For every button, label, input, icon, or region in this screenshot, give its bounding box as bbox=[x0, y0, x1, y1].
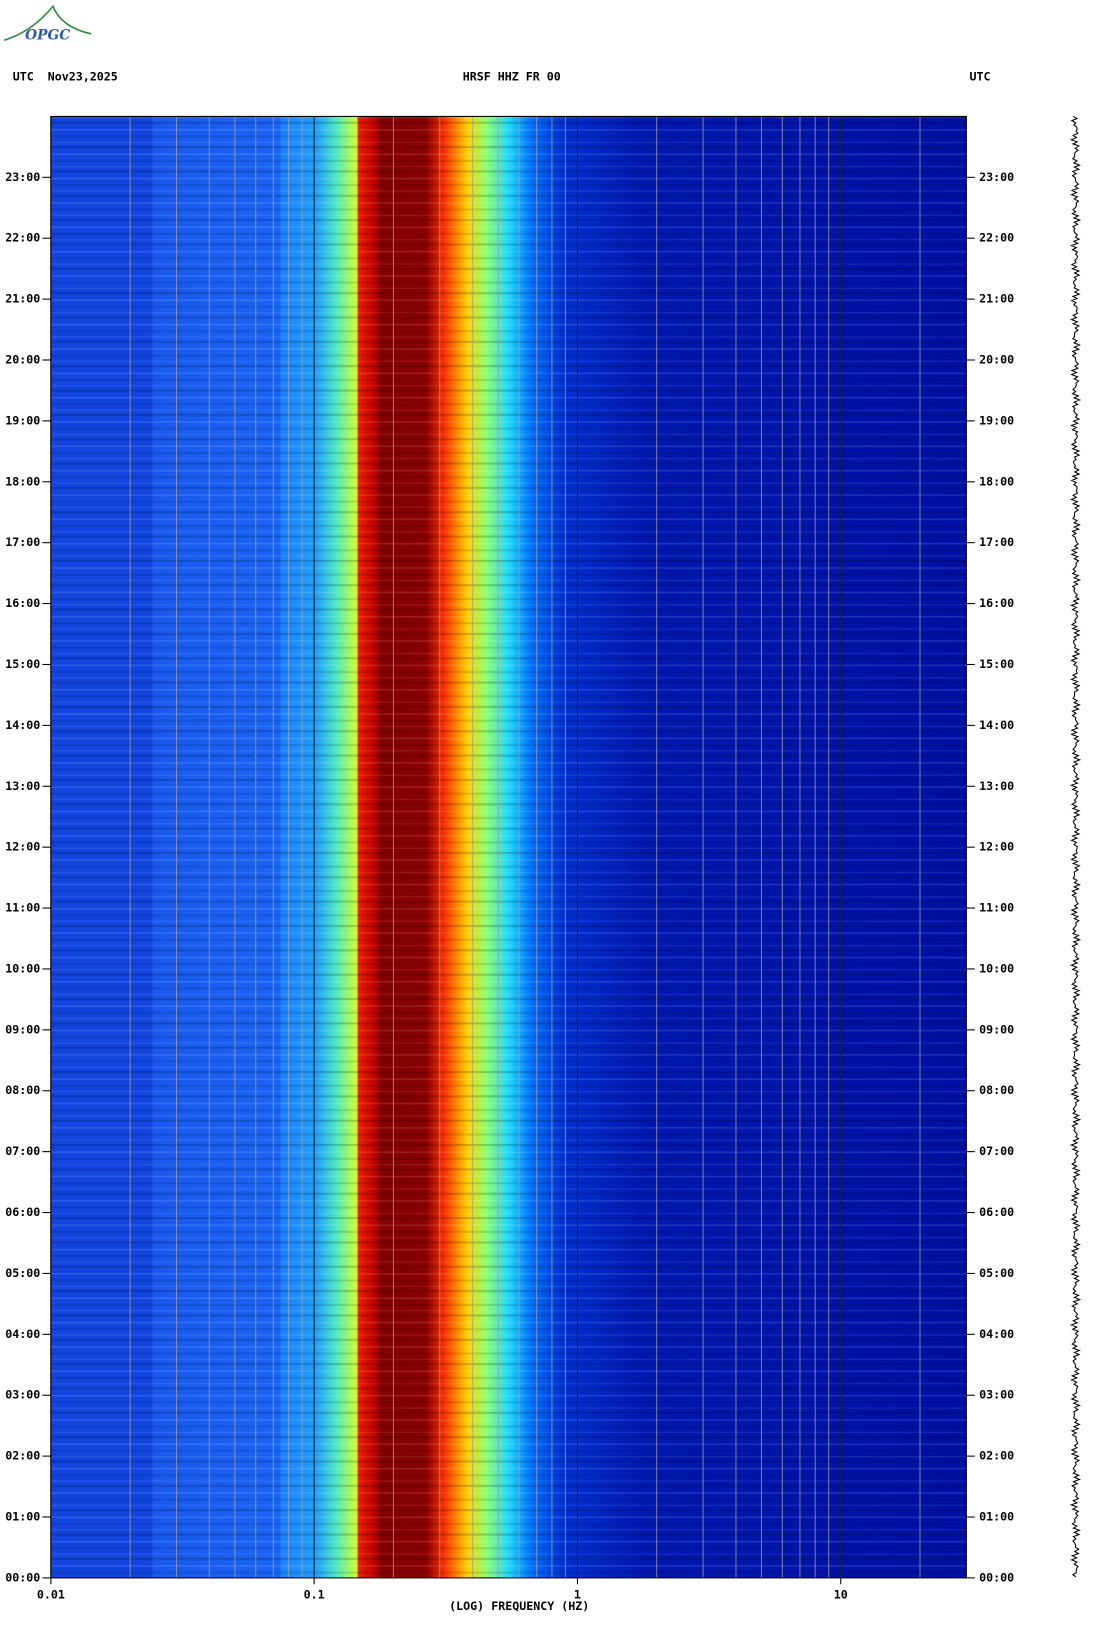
y-tick-label: 09:00 bbox=[5, 1022, 40, 1036]
x-tick-label: 0.01 bbox=[37, 1587, 65, 1601]
y-tick-label: 19:00 bbox=[5, 413, 40, 427]
y-tick-label-right: 03:00 bbox=[979, 1388, 1014, 1402]
y-tick-label-right: 12:00 bbox=[979, 840, 1014, 854]
y-tick-label-right: 22:00 bbox=[979, 231, 1014, 245]
x-axis-label: (LOG) FREQUENCY (HZ) bbox=[449, 1599, 589, 1613]
y-tick-label-right: 02:00 bbox=[979, 1449, 1014, 1463]
header-left: UTC Nov23,2025 bbox=[13, 70, 118, 84]
y-tick-label: 16:00 bbox=[5, 596, 40, 610]
y-tick-label: 05:00 bbox=[5, 1266, 40, 1280]
y-tick-label: 13:00 bbox=[5, 779, 40, 793]
seismogram-trace bbox=[1069, 115, 1082, 1578]
y-tick-label: 18:00 bbox=[5, 474, 40, 488]
y-tick-label: 04:00 bbox=[5, 1327, 40, 1341]
y-tick-label: 20:00 bbox=[5, 352, 40, 366]
y-tick-label-right: 23:00 bbox=[979, 170, 1014, 184]
x-tick-label: 0.1 bbox=[304, 1587, 325, 1601]
y-tick-label-right: 09:00 bbox=[979, 1022, 1014, 1036]
y-tick-label: 14:00 bbox=[5, 718, 40, 732]
y-tick-label-right: 05:00 bbox=[979, 1266, 1014, 1280]
y-tick-label-right: 20:00 bbox=[979, 352, 1014, 366]
logo-text: OPGC bbox=[25, 27, 70, 43]
chart-title: HRSF HHZ FR 00 bbox=[463, 70, 561, 84]
y-tick-label-right: 08:00 bbox=[979, 1083, 1014, 1097]
y-tick-label-right: 19:00 bbox=[979, 413, 1014, 427]
y-tick-label: 22:00 bbox=[5, 231, 40, 245]
y-tick-label: 21:00 bbox=[5, 292, 40, 306]
y-tick-label-right: 10:00 bbox=[979, 961, 1014, 975]
y-tick-label-right: 16:00 bbox=[979, 596, 1014, 610]
y-tick-label: 03:00 bbox=[5, 1388, 40, 1402]
y-tick-label-right: 01:00 bbox=[979, 1510, 1014, 1524]
y-tick-label-right: 17:00 bbox=[979, 535, 1014, 549]
x-tick-label: 1 bbox=[574, 1587, 581, 1601]
y-tick-label: 06:00 bbox=[5, 1205, 40, 1219]
x-tick-label: 10 bbox=[834, 1587, 848, 1601]
spectrogram-texture bbox=[50, 116, 967, 1578]
y-tick-label: 15:00 bbox=[5, 657, 40, 671]
y-tick-label: 17:00 bbox=[5, 535, 40, 549]
logo: OPGC bbox=[4, 4, 92, 43]
y-tick-label-right: 06:00 bbox=[979, 1205, 1014, 1219]
y-tick-label-right: 00:00 bbox=[979, 1570, 1014, 1584]
y-tick-label-right: 21:00 bbox=[979, 292, 1014, 306]
y-tick-label: 02:00 bbox=[5, 1449, 40, 1463]
y-tick-label: 00:00 bbox=[5, 1570, 40, 1584]
y-tick-label-right: 14:00 bbox=[979, 718, 1014, 732]
y-tick-label-right: 13:00 bbox=[979, 779, 1014, 793]
y-tick-label: 08:00 bbox=[5, 1083, 40, 1097]
y-tick-label: 01:00 bbox=[5, 1510, 40, 1524]
y-tick-label: 07:00 bbox=[5, 1144, 40, 1158]
y-tick-label-right: 15:00 bbox=[979, 657, 1014, 671]
y-tick-label: 12:00 bbox=[5, 840, 40, 854]
y-tick-label-right: 11:00 bbox=[979, 901, 1014, 915]
y-tick-label-right: 07:00 bbox=[979, 1144, 1014, 1158]
y-tick-label-right: 04:00 bbox=[979, 1327, 1014, 1341]
y-tick-label: 10:00 bbox=[5, 961, 40, 975]
header-right: UTC bbox=[970, 70, 991, 84]
y-tick-label: 11:00 bbox=[5, 901, 40, 915]
y-tick-label: 23:00 bbox=[5, 170, 40, 184]
y-tick-label-right: 18:00 bbox=[979, 474, 1014, 488]
grid bbox=[50, 116, 921, 1578]
